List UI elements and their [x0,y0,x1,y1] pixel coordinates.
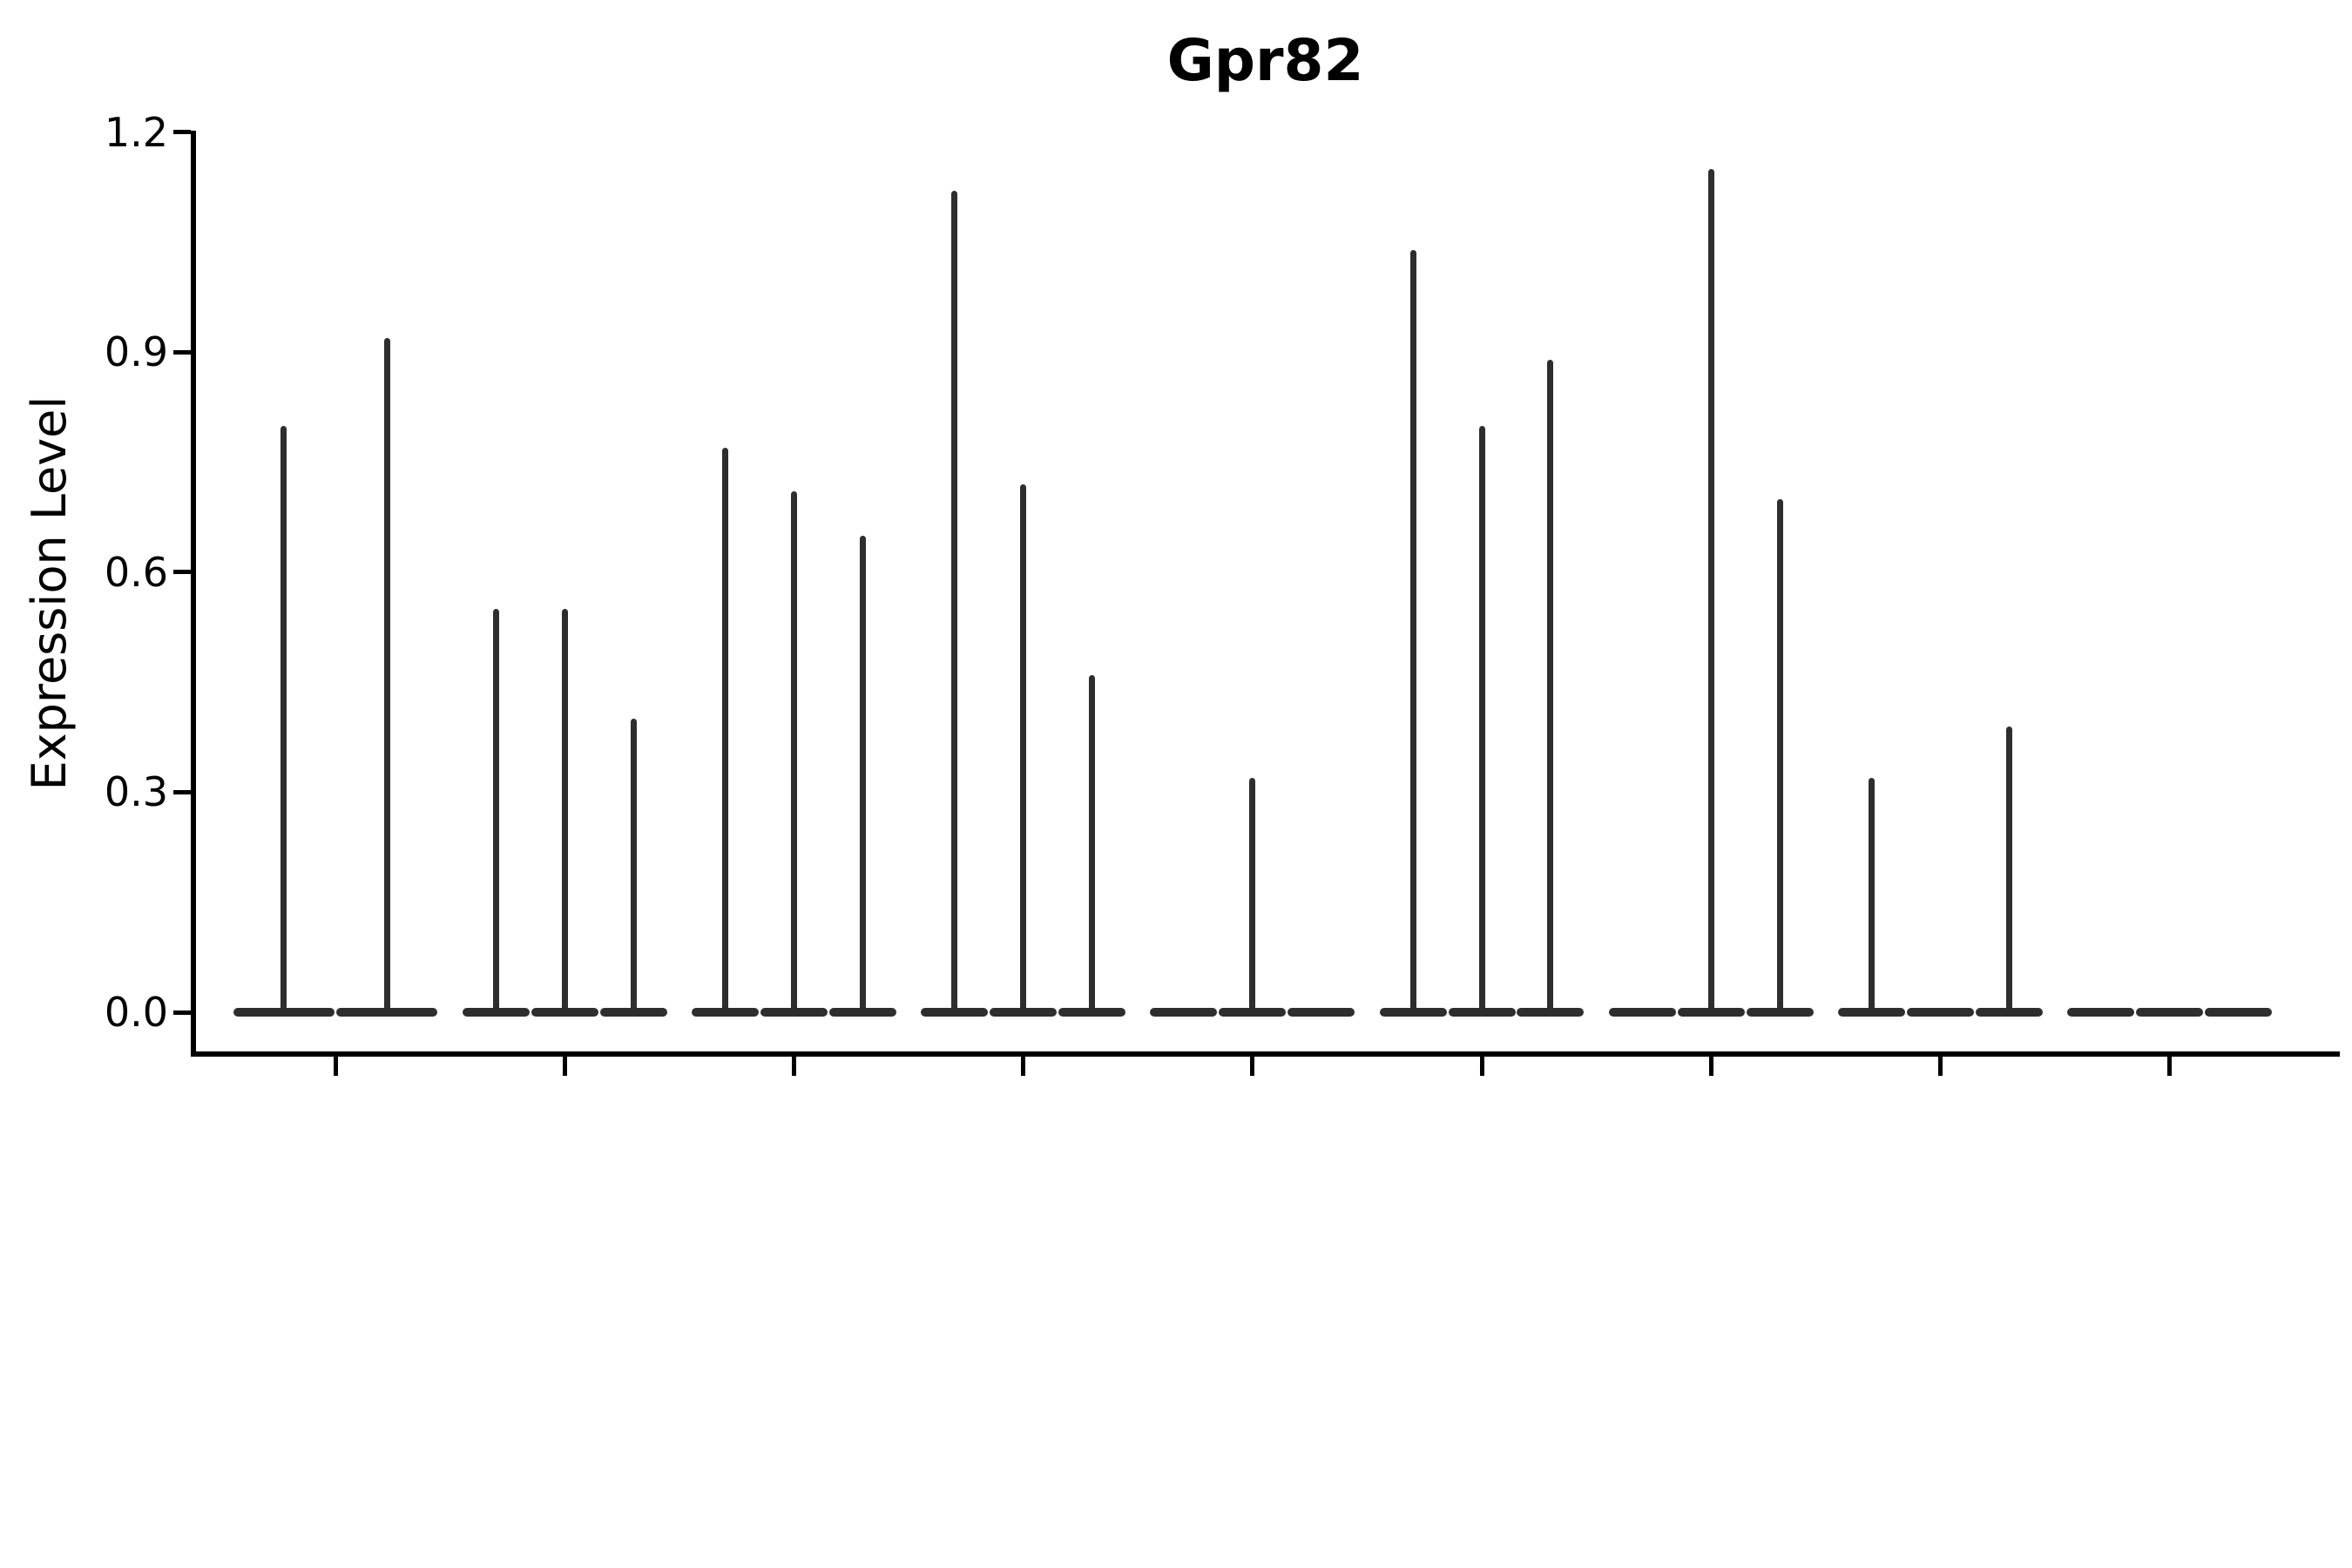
x-tick [792,1057,796,1076]
y-axis-spine [191,131,196,1057]
x-tick [1250,1057,1254,1076]
y-tick-label: 0.0 [104,989,168,1036]
violin-spike [1777,499,1783,1016]
violin-spike [951,191,957,1016]
violin-base [1150,1008,1217,1017]
violin-spike [1410,250,1416,1016]
y-tick-label: 0.3 [104,768,168,815]
x-tick [1480,1057,1484,1076]
violin-spike [860,536,866,1016]
violin-spike [631,719,637,1016]
violin-base [1907,1008,1974,1017]
x-tick [2167,1057,2172,1076]
violin-base [1288,1008,1355,1017]
y-tick [173,790,191,794]
violin-spike [722,448,728,1016]
violin-spike [280,426,287,1016]
violin-spike [1547,360,1553,1016]
violin-base [2067,1008,2134,1017]
x-tick [1021,1057,1025,1076]
violin-spike [1089,675,1095,1016]
violin-spike [1020,484,1026,1016]
x-tick [334,1057,338,1076]
y-tick [173,130,191,134]
x-tick [1938,1057,1943,1076]
y-tick-label: 1.2 [104,109,168,156]
y-tick-label: 0.9 [104,328,168,375]
violin-spike [1869,778,1875,1016]
y-tick [173,570,191,574]
y-tick-label: 0.6 [104,549,168,596]
violin-base [2205,1008,2272,1017]
violin-spike [1479,426,1485,1016]
violin-spike [1708,169,1714,1016]
x-tick [1709,1057,1713,1076]
violin-spike [384,338,390,1016]
violin-base [1609,1008,1676,1017]
x-tick [563,1057,567,1076]
y-tick [173,350,191,355]
x-axis-spine [191,1051,2340,1057]
violin-spike [791,491,797,1016]
y-tick [173,1010,191,1015]
violin-spike [1249,778,1255,1016]
violin-base [2136,1008,2203,1017]
violin-spike [562,609,568,1016]
violin-spike [493,609,499,1016]
violin-spike [2006,727,2012,1016]
chart-title: Gpr82 [1166,27,1364,94]
